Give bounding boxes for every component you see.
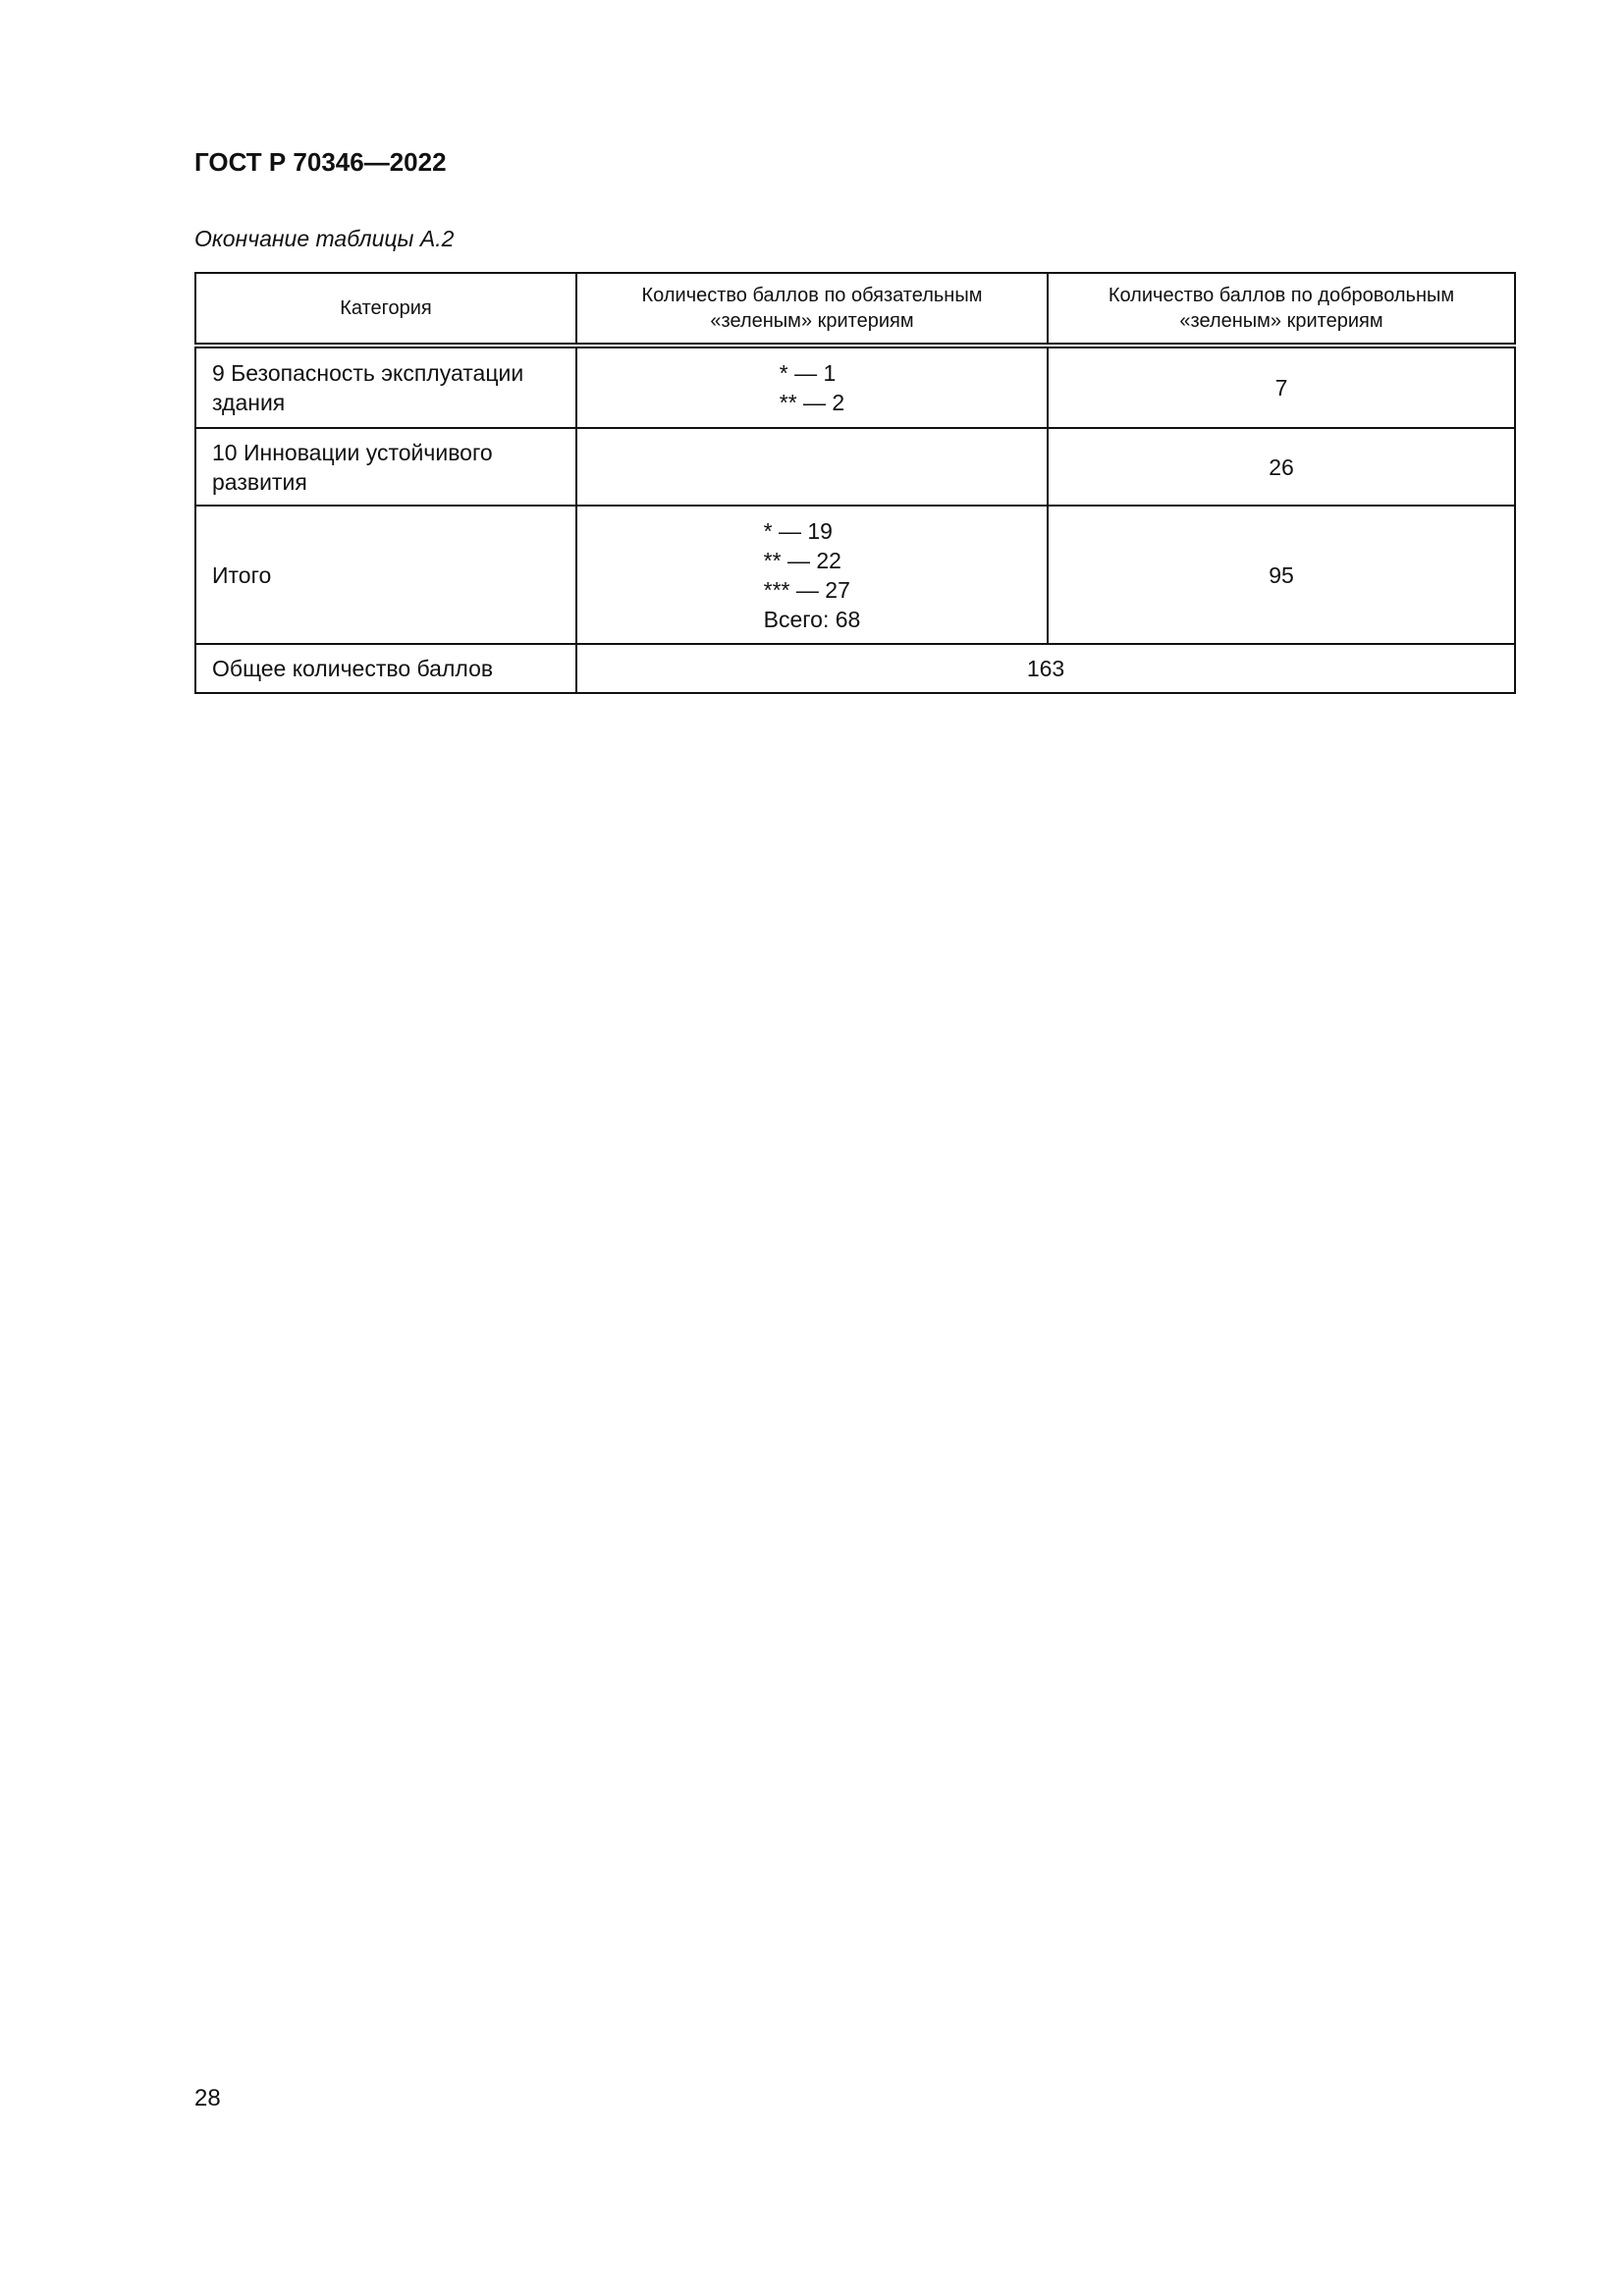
total-row: Общее количество баллов 163 <box>194 643 1516 694</box>
voluntary-cell: 95 <box>1047 505 1516 645</box>
voluntary-cell: 7 <box>1047 345 1516 429</box>
column-header-category: Категория <box>194 272 577 348</box>
mandatory-line: * — 19 <box>763 517 833 544</box>
column-header-voluntary: Количество баллов по добровольным «зелен… <box>1047 272 1516 348</box>
mandatory-line: *** — 27 <box>763 576 850 603</box>
mandatory-line: * — 1 <box>779 360 837 386</box>
category-cell: 9 Безопасность эксплуатации здания <box>194 345 577 429</box>
total-value: 163 <box>575 643 1516 694</box>
table-caption: Окончание таблицы А.2 <box>194 226 455 251</box>
category-cell: 10 Инновации устойчивого развития <box>194 427 577 507</box>
mandatory-cell <box>575 427 1049 507</box>
document-title: ГОСТ Р 70346—2022 <box>194 147 447 177</box>
table-header-row: Категория Количество баллов по обязатель… <box>194 272 1516 348</box>
total-label: Общее количество баллов <box>194 643 577 694</box>
table-row: Итого * — 19 ** — 22 *** — 27 Всего: 68 … <box>194 505 1516 645</box>
mandatory-cell: * — 19 ** — 22 *** — 27 Всего: 68 <box>575 505 1049 645</box>
mandatory-cell: * — 1 ** — 2 <box>575 345 1049 429</box>
mandatory-line: ** — 22 <box>763 547 841 573</box>
page-number: 28 <box>194 2085 221 2111</box>
table-row: 9 Безопасность эксплуатации здания * — 1… <box>194 345 1516 429</box>
mandatory-line: Всего: 68 <box>763 606 861 632</box>
voluntary-cell: 26 <box>1047 427 1516 507</box>
mandatory-line: ** — 2 <box>779 390 845 415</box>
table-row: 10 Инновации устойчивого развития 26 <box>194 427 1516 507</box>
category-cell: Итого <box>194 505 577 645</box>
points-table: Категория Количество баллов по обязатель… <box>194 272 1516 694</box>
column-header-mandatory: Количество баллов по обязательным «зелен… <box>575 272 1049 348</box>
